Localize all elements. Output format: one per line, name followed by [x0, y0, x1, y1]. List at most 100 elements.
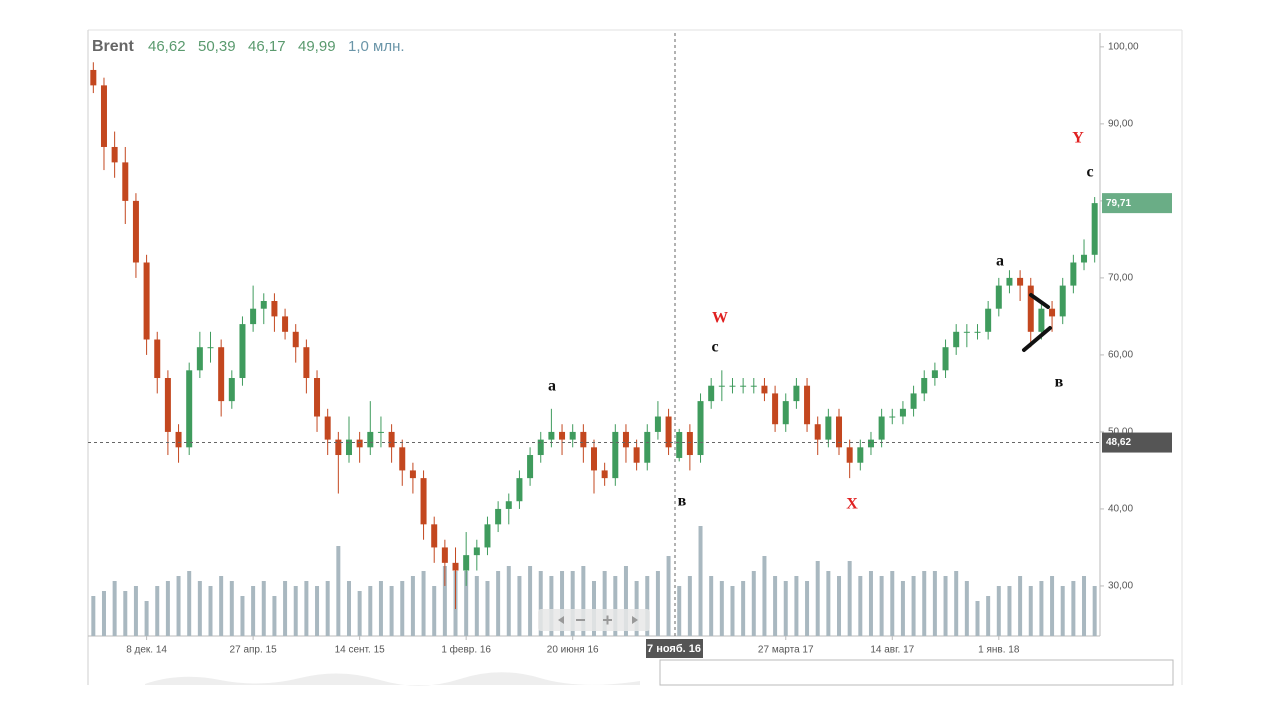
candle-body	[409, 470, 416, 479]
candle-body	[814, 424, 821, 440]
volume-bar	[283, 581, 288, 636]
volume-bar	[144, 601, 149, 636]
candle-body	[1049, 308, 1056, 317]
volume-bar	[1028, 586, 1033, 636]
candle-body	[580, 431, 587, 448]
scroll-right[interactable]	[632, 616, 638, 624]
volume-bar	[496, 571, 501, 636]
candle-body	[271, 301, 278, 317]
candle-body	[1091, 203, 1098, 255]
candle-body	[995, 285, 1002, 309]
candle-body	[1027, 285, 1034, 332]
volume-bar	[101, 591, 106, 636]
volume-bar	[506, 566, 511, 636]
volume-bar	[421, 571, 426, 636]
volume-bar	[602, 571, 607, 636]
candle-body	[420, 478, 427, 525]
candle-body	[804, 385, 811, 425]
candle-body	[942, 347, 949, 371]
volume-bar	[112, 581, 117, 636]
candle-body	[1038, 308, 1045, 332]
candle-body	[484, 524, 491, 548]
candle-body	[175, 431, 182, 448]
volume-bar	[975, 601, 980, 636]
volume-bar	[858, 576, 863, 636]
volume-bar	[570, 571, 575, 636]
volume-bar	[165, 581, 170, 636]
y-tick-label: 100,00	[1108, 42, 1139, 53]
candle-body	[186, 370, 193, 448]
volume-bar	[751, 571, 756, 636]
candle-body	[644, 431, 651, 463]
button-bar	[538, 609, 650, 631]
candle-body	[665, 416, 672, 448]
volume-bar	[261, 581, 266, 636]
scroll-left[interactable]	[558, 616, 564, 624]
volume-bar	[1071, 581, 1076, 636]
zoom-in[interactable]	[603, 615, 612, 625]
candle-body	[889, 416, 896, 418]
x-tick-label: 14 сент. 15	[335, 645, 386, 656]
annotation: c	[711, 339, 718, 356]
x-tick-label: 8 дек. 14	[126, 645, 167, 656]
candle-body	[132, 200, 139, 263]
candle-body	[218, 347, 225, 402]
volume-bar	[954, 571, 959, 636]
candle-body	[569, 431, 576, 440]
annotation: a	[996, 253, 1004, 270]
x-tick-label: 1 февр. 16	[441, 644, 491, 656]
candle-body	[122, 162, 129, 201]
candle-body	[836, 416, 843, 448]
navigator-window[interactable]	[659, 659, 1174, 686]
volume-bar	[346, 581, 351, 636]
volume-bar	[410, 576, 415, 636]
volume-bar	[336, 546, 341, 636]
candle-body	[782, 401, 789, 425]
volume-bar	[304, 581, 309, 636]
volume-bar	[464, 571, 469, 636]
volume-bar	[442, 566, 447, 636]
candle-body	[324, 416, 331, 440]
candle-body	[356, 439, 363, 448]
candle-body	[867, 439, 874, 448]
volume-bar	[357, 591, 362, 636]
volume-bar	[613, 576, 618, 636]
x-tick-label: 20 июня 16	[547, 645, 599, 656]
candle-body	[282, 316, 289, 332]
volume-bar	[847, 561, 852, 636]
candle-body	[931, 370, 938, 379]
candle-body	[686, 431, 693, 456]
volume-bar	[996, 586, 1001, 636]
candle-body	[1006, 277, 1013, 286]
volume-bar	[155, 586, 160, 636]
candle-body	[622, 431, 629, 448]
volume-bar	[645, 576, 650, 636]
volume-bar	[709, 576, 714, 636]
candle-body	[90, 69, 97, 86]
annotation: c	[1086, 164, 1093, 181]
y-tick-label: 50,00	[1108, 427, 1133, 438]
volume-bar	[805, 581, 810, 636]
x-tick-label: 14 авг. 17	[870, 645, 914, 656]
volume-bar	[879, 576, 884, 636]
candle-body	[1081, 254, 1088, 263]
last-price-box	[1102, 193, 1172, 214]
candle-body	[921, 378, 928, 394]
candle-body	[612, 431, 619, 479]
volume-bar	[719, 581, 724, 636]
volume-bar	[315, 586, 320, 636]
candle-body	[154, 339, 161, 379]
candle-body	[388, 431, 395, 448]
volume-bar	[1092, 586, 1097, 636]
volume-bar	[666, 556, 671, 636]
candle-body	[899, 408, 906, 417]
volume-bar	[868, 571, 873, 636]
volume-bar	[197, 581, 202, 636]
volume-bar	[592, 581, 596, 636]
x-tick-label: 27 марта 17	[758, 645, 814, 656]
candle-body	[633, 447, 640, 463]
annotation: a	[548, 378, 556, 395]
candle-body	[207, 347, 214, 349]
